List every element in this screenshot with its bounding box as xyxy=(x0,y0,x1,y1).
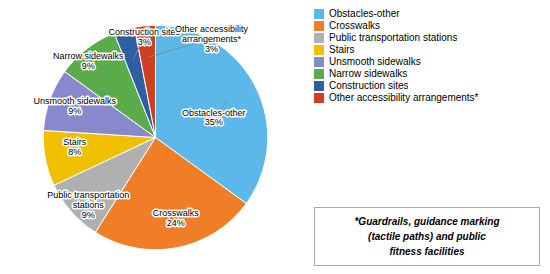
svg-text:Construction sites3%: Construction sites3% xyxy=(109,27,181,47)
html-text:Unsmooth sidewalks: Unsmooth sidewalks xyxy=(329,56,421,67)
html-text:Construction sites: Construction sites xyxy=(329,80,409,91)
html-text:*Guardrails, guidance marking: *Guardrails, guidance marking (tactile p… xyxy=(354,216,500,257)
svg-text:Unsmooth sidewalks9%: Unsmooth sidewalks9% xyxy=(33,96,116,116)
html-text:Other accessibility arrangemen: Other accessibility arrangements* xyxy=(329,92,479,103)
svg-text:Obstacles-other35%: Obstacles-other35% xyxy=(182,108,246,128)
svg-text:Public transportationstations9: Public transportationstations9% xyxy=(47,190,129,220)
svg-text:Other accessibilityarrangement: Other accessibilityarrangements*3% xyxy=(175,24,249,54)
html-text:Obstacles-other: Obstacles-other xyxy=(329,8,400,19)
svg-text:Stairs8%: Stairs8% xyxy=(63,137,87,157)
svg-text:Narrow sidewalks9%: Narrow sidewalks9% xyxy=(53,51,124,71)
svg-text:Crosswalks24%: Crosswalks24% xyxy=(153,208,200,228)
html-text:Public transportation stations: Public transportation stations xyxy=(329,32,458,43)
html-text:Crosswalks: Crosswalks xyxy=(329,20,381,31)
html-text:Narrow sidewalks: Narrow sidewalks xyxy=(329,68,408,79)
html-text:Stairs: Stairs xyxy=(329,44,355,55)
